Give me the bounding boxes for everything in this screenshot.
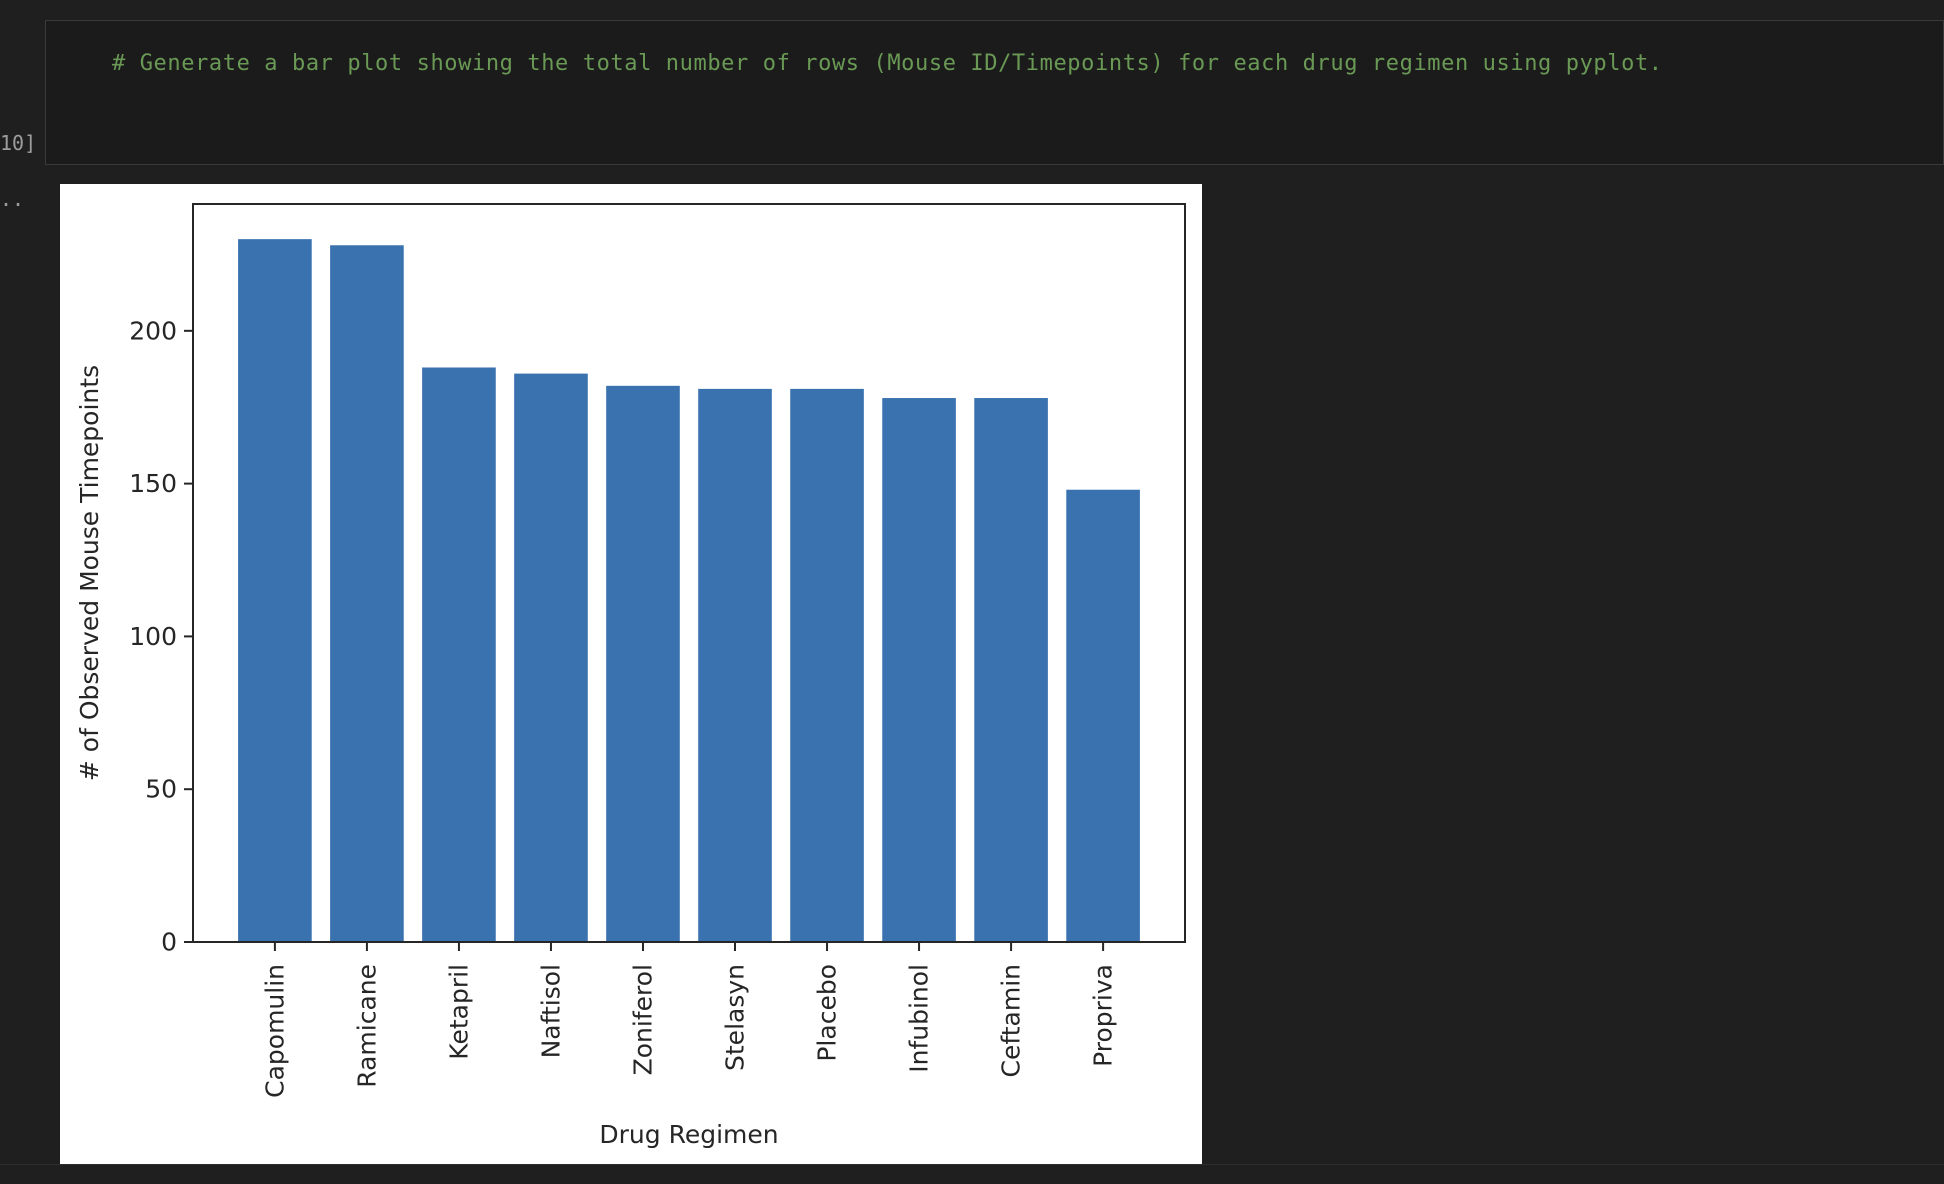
bar-naftisol <box>514 373 588 942</box>
x-axis-label: Drug Regimen <box>599 1120 778 1149</box>
cell-output: 0 50 100 150 200 Capomulin Ramicane Ketapril Na… <box>60 184 1202 1164</box>
bar-ceftamin <box>974 398 1048 942</box>
x-tick-label: Ceftamin <box>997 964 1026 1077</box>
bar-chart: 0 50 100 150 200 Capomulin Ramicane Ketapril Na… <box>75 203 1186 1149</box>
bar-stelasyn <box>698 388 772 943</box>
bar-ramicane <box>330 245 404 943</box>
x-tick-label: Naftisol <box>536 964 565 1058</box>
y-tick-label: 0 <box>161 928 177 957</box>
x-tick-label: Ketapril <box>444 964 473 1060</box>
x-tick-label: Infubinol <box>905 964 934 1073</box>
axes-frame <box>192 203 1186 943</box>
x-tick-label: Capomulin <box>260 964 289 1098</box>
y-tick-label: 100 <box>129 622 177 651</box>
execution-count: 10] <box>0 131 37 155</box>
bar-capomulin <box>238 239 312 943</box>
y-tick-label: 200 <box>129 316 177 345</box>
y-tick-label: 150 <box>129 469 177 498</box>
bar-infubinol <box>882 398 956 942</box>
notebook-top-strip <box>0 0 1944 20</box>
bar-zoniferol <box>606 385 680 943</box>
x-tick-label: Placebo <box>813 964 842 1062</box>
y-tick-label: 50 <box>145 775 177 804</box>
y-axis-label: # of Observed Mouse Timepoints <box>75 365 104 781</box>
output-collapse-marker[interactable]: .. <box>0 187 25 211</box>
bar-placebo <box>790 388 864 943</box>
y-ticks-group: 0 50 100 150 200 <box>129 316 193 957</box>
x-tick-label: Zoniferol <box>628 964 657 1075</box>
bars-group <box>238 239 1140 943</box>
bar-ketapril <box>422 367 496 942</box>
x-tick-label: Ramicane <box>352 964 381 1088</box>
x-tick-label: Stelasyn <box>721 964 750 1071</box>
notebook-bottom-strip <box>0 1164 1944 1184</box>
code-comment-line[interactable]: # Generate a bar plot showing the total … <box>112 51 1663 76</box>
code-cell-editor[interactable]: # Generate a bar plot showing the total … <box>45 20 1944 165</box>
bar-propriva <box>1066 489 1140 942</box>
x-ticks-group: Capomulin Ramicane Ketapril Naftisol Zonifer… <box>260 942 1118 1098</box>
x-tick-label: Propriva <box>1089 964 1118 1067</box>
